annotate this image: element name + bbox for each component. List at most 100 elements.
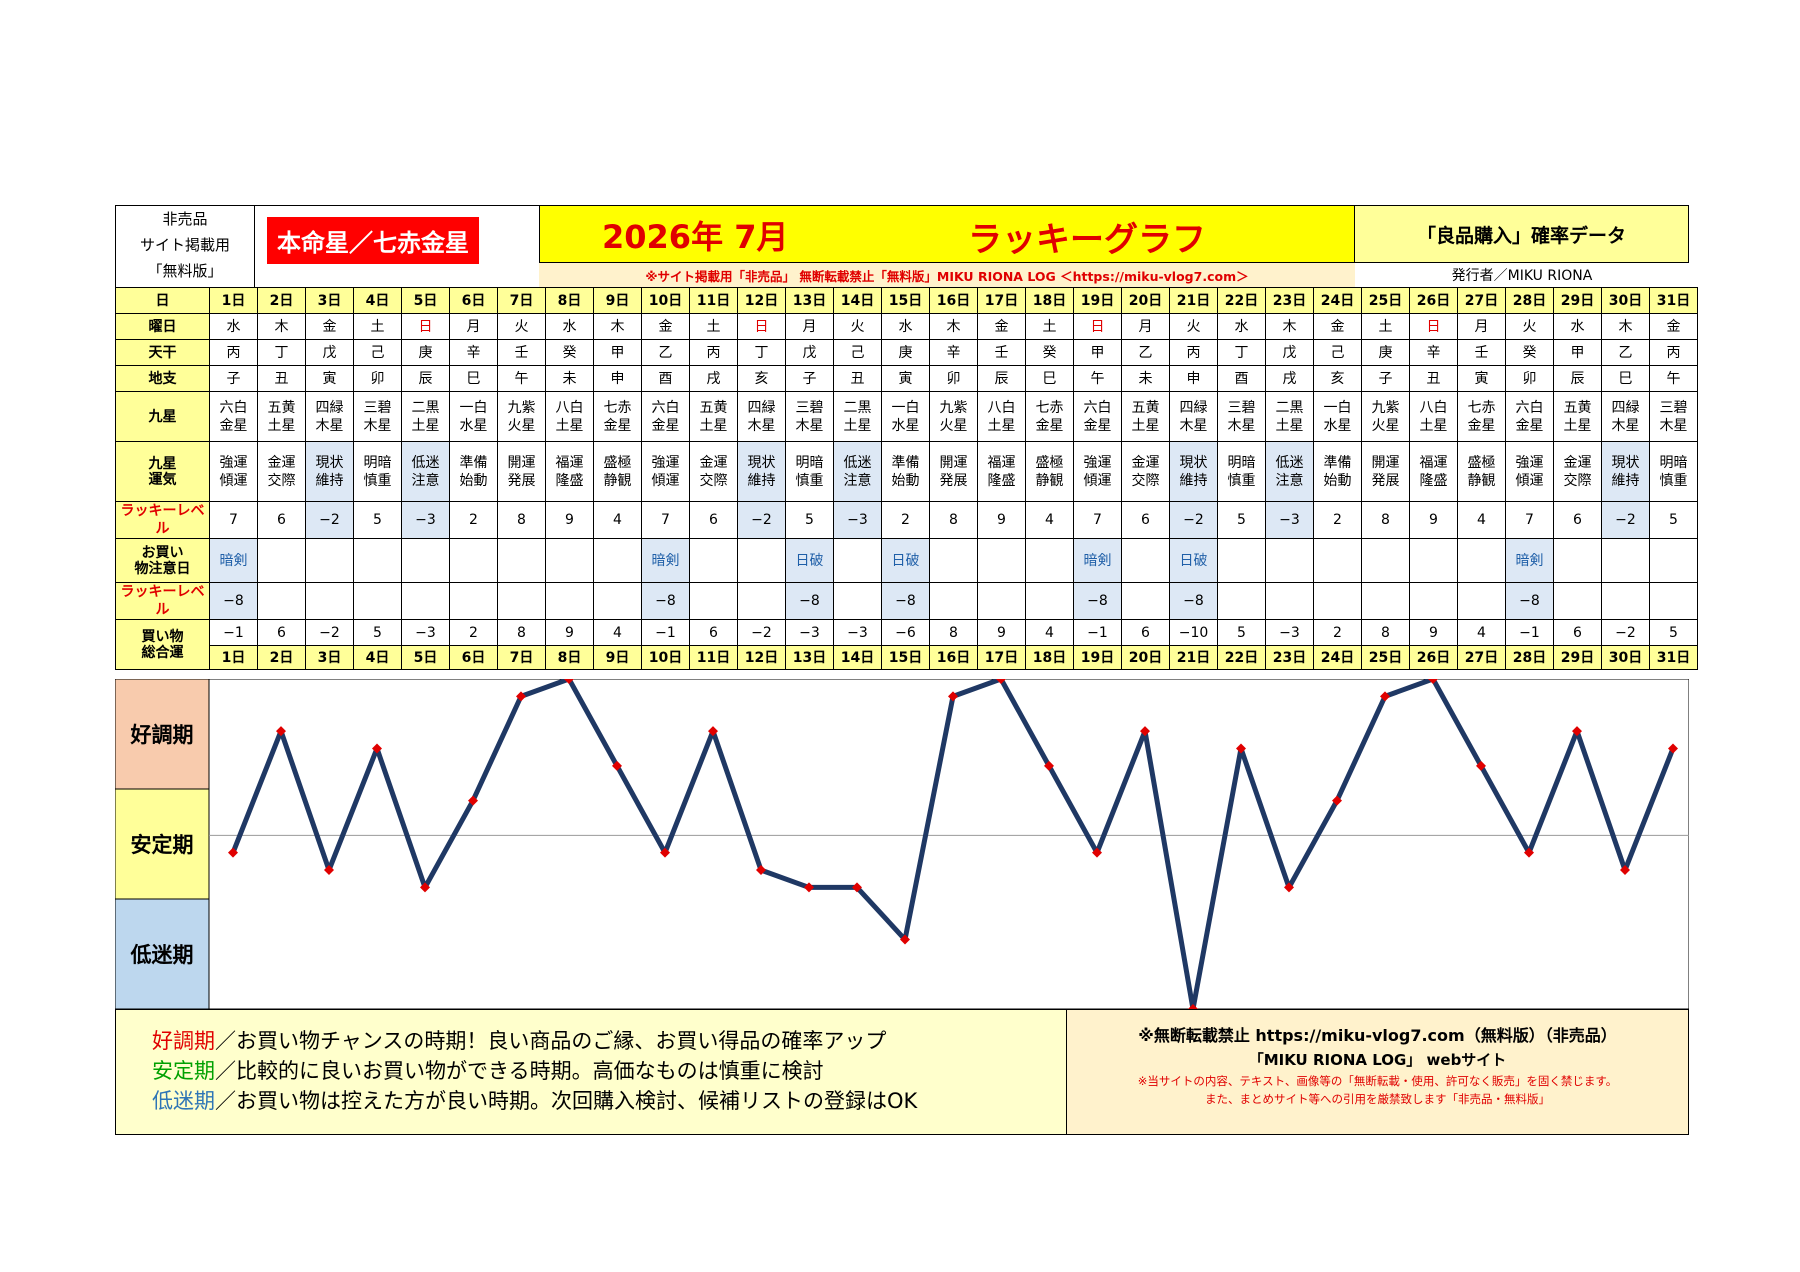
branch-cell: 卯 — [1505, 365, 1554, 392]
day-cell: 21日 — [1169, 287, 1218, 314]
day-cell: 22日 — [1217, 645, 1266, 670]
branch-cell: 午 — [497, 365, 546, 392]
day-cell: 5日 — [401, 645, 450, 670]
day-cell: 23日 — [1265, 645, 1314, 670]
day-cell: 24日 — [1313, 645, 1362, 670]
stem-cell: 壬 — [497, 339, 546, 366]
data-point — [612, 760, 622, 771]
caution-cell — [737, 538, 786, 583]
data-point — [276, 726, 286, 737]
copyright-line-4: また、まとめサイト等への引用を厳禁致します「非売品・無料版」 — [1205, 1092, 1550, 1106]
lucky-cell: 4 — [1457, 501, 1506, 539]
branch-cell: 戌 — [1265, 365, 1314, 392]
day-cell: 11日 — [689, 287, 738, 314]
caution-cell — [1361, 538, 1410, 583]
lucky2-cell — [1553, 582, 1602, 620]
total-cell: −6 — [881, 619, 930, 646]
star-cell: 七赤 金星 — [1457, 391, 1506, 442]
branch-cell: 酉 — [1217, 365, 1266, 392]
data-point — [1188, 1004, 1198, 1009]
caution-cell: 日破 — [881, 538, 930, 583]
branch-cell: 丑 — [257, 365, 306, 392]
fortune-cell: 低迷 注意 — [1265, 441, 1314, 502]
weekday-cell: 金 — [305, 313, 354, 340]
fortune-cell: 強運 傾運 — [641, 441, 690, 502]
star-cell: 四緑 木星 — [1601, 391, 1650, 442]
fortune-cell: 明暗 慎重 — [353, 441, 402, 502]
legend-low: 低迷期／お買い物は控えた方が良い時期。次回購入検討、候補リストの登録はOK — [152, 1086, 1066, 1116]
star-cell: 六白 金星 — [209, 391, 258, 442]
day-cell: 1日 — [209, 645, 258, 670]
day-cell: 20日 — [1121, 645, 1170, 670]
notice-box: ※サイト掲載用「非売品」 無断転載禁止「無料版」MIKU RIONA LOG ＜… — [539, 263, 1355, 287]
caution-cell: 日破 — [785, 538, 834, 583]
data-point — [1044, 760, 1054, 771]
fortune-cell: 現状 維持 — [305, 441, 354, 502]
star-cell: 二黒 土星 — [401, 391, 450, 442]
total-cell: −3 — [833, 619, 882, 646]
lucky2-cell — [833, 582, 882, 620]
data-point — [1332, 795, 1342, 806]
day-cell: 28日 — [1505, 287, 1554, 314]
star-cell: 三碧 木星 — [353, 391, 402, 442]
branch-cell: 子 — [785, 365, 834, 392]
lucky2-cell: −8 — [1073, 582, 1122, 620]
row-label-fortune: 九星 運気 — [115, 441, 210, 502]
lucky2-cell — [1649, 582, 1698, 620]
data-point — [1092, 847, 1102, 858]
branch-cell: 申 — [1169, 365, 1218, 392]
row-label-branch: 地支 — [115, 365, 210, 392]
lucky-cell: −2 — [737, 501, 786, 539]
header-left-line-2: サイト掲載用 — [139, 236, 230, 254]
day-cell: 16日 — [929, 645, 978, 670]
data-point — [1668, 743, 1678, 754]
day-cell: 11日 — [689, 645, 738, 670]
stem-cell: 庚 — [881, 339, 930, 366]
stem-cell: 庚 — [1361, 339, 1410, 366]
weekday-cell: 火 — [833, 313, 882, 340]
branch-cell: 亥 — [1313, 365, 1362, 392]
total-cell: 8 — [497, 619, 546, 646]
lucky2-cell — [1025, 582, 1074, 620]
day-cell: 9日 — [593, 645, 642, 670]
star-cell: 四緑 木星 — [305, 391, 354, 442]
star-cell: 四緑 木星 — [737, 391, 786, 442]
day-cell: 8日 — [545, 287, 594, 314]
stem-cell: 甲 — [1553, 339, 1602, 366]
day-cell: 12日 — [737, 645, 786, 670]
day-cell: 1日 — [209, 287, 258, 314]
header-left-line-1: 非売品 — [162, 210, 208, 228]
data-point — [372, 743, 382, 754]
plot-frame — [208, 679, 1689, 1009]
day-cell: 27日 — [1457, 287, 1506, 314]
day-cell: 25日 — [1361, 287, 1410, 314]
graph-title: ラッキーグラフ — [968, 220, 1206, 260]
caution-cell: 暗剣 — [641, 538, 690, 583]
lucky-cell: 9 — [545, 501, 594, 539]
band-label-0: 好調期 — [130, 723, 194, 747]
branch-cell: 子 — [1361, 365, 1410, 392]
row-lucky2: ラッキーレベル −8 −8 −8 −8 −8 −8 −8 — [115, 582, 1698, 620]
fortune-cell: 明暗 慎重 — [1649, 441, 1698, 502]
stem-cell: 乙 — [1121, 339, 1170, 366]
lucky-cell: −3 — [833, 501, 882, 539]
day-cell: 17日 — [977, 645, 1026, 670]
branch-cell: 酉 — [641, 365, 690, 392]
day-cell: 17日 — [977, 287, 1026, 314]
lucky2-cell — [593, 582, 642, 620]
day-cell: 27日 — [1457, 645, 1506, 670]
lucky2-cell — [689, 582, 738, 620]
data-point — [324, 865, 334, 876]
caution-cell — [977, 538, 1026, 583]
star-cell: 八白 土星 — [545, 391, 594, 442]
stem-cell: 丙 — [689, 339, 738, 366]
star-cell: 一白 水星 — [449, 391, 498, 442]
weekday-cell: 日 — [1409, 313, 1458, 340]
total-cell: 9 — [977, 619, 1026, 646]
honmei-star-label: 本命星／七赤金星 — [267, 217, 479, 264]
day-cell: 21日 — [1169, 645, 1218, 670]
lucky-cell: 7 — [641, 501, 690, 539]
fortune-cell: 低迷 注意 — [833, 441, 882, 502]
day-cell: 9日 — [593, 287, 642, 314]
stem-cell: 辛 — [1409, 339, 1458, 366]
